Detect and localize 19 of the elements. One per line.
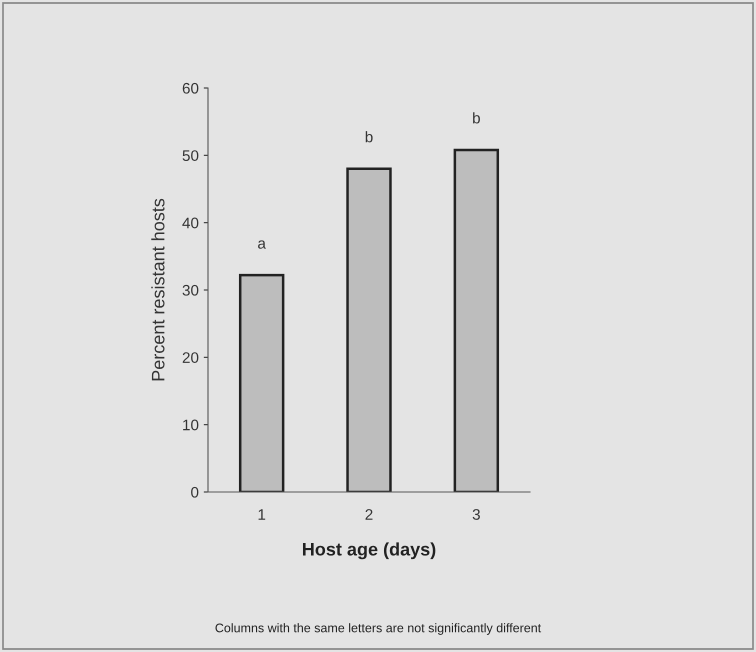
annotation: b: [473, 112, 480, 124]
x-tick-label: 1: [258, 509, 266, 520]
y-tick-label: 50: [182, 150, 198, 162]
y-tick-label: 60: [182, 82, 198, 94]
y-tick-label: 30: [182, 284, 198, 296]
bar: [454, 148, 500, 492]
y-axis-title: Percent resistant hosts: [151, 198, 165, 380]
bar: [238, 274, 284, 492]
annotation: b: [366, 131, 373, 142]
y-tick-label: 10: [183, 420, 198, 430]
x-axis-title: Host age (days): [302, 542, 436, 560]
x-tick-label: 3: [472, 509, 480, 520]
y-tick-label: 20: [182, 352, 198, 364]
text: Columns with the same letters are not significantly different: [215, 623, 542, 635]
y-tick-label: 40: [182, 218, 198, 228]
y-tick-label: 0: [191, 486, 198, 498]
x-tick-label: 2: [366, 509, 372, 520]
bar: [346, 168, 392, 492]
annotation: a: [258, 240, 266, 249]
